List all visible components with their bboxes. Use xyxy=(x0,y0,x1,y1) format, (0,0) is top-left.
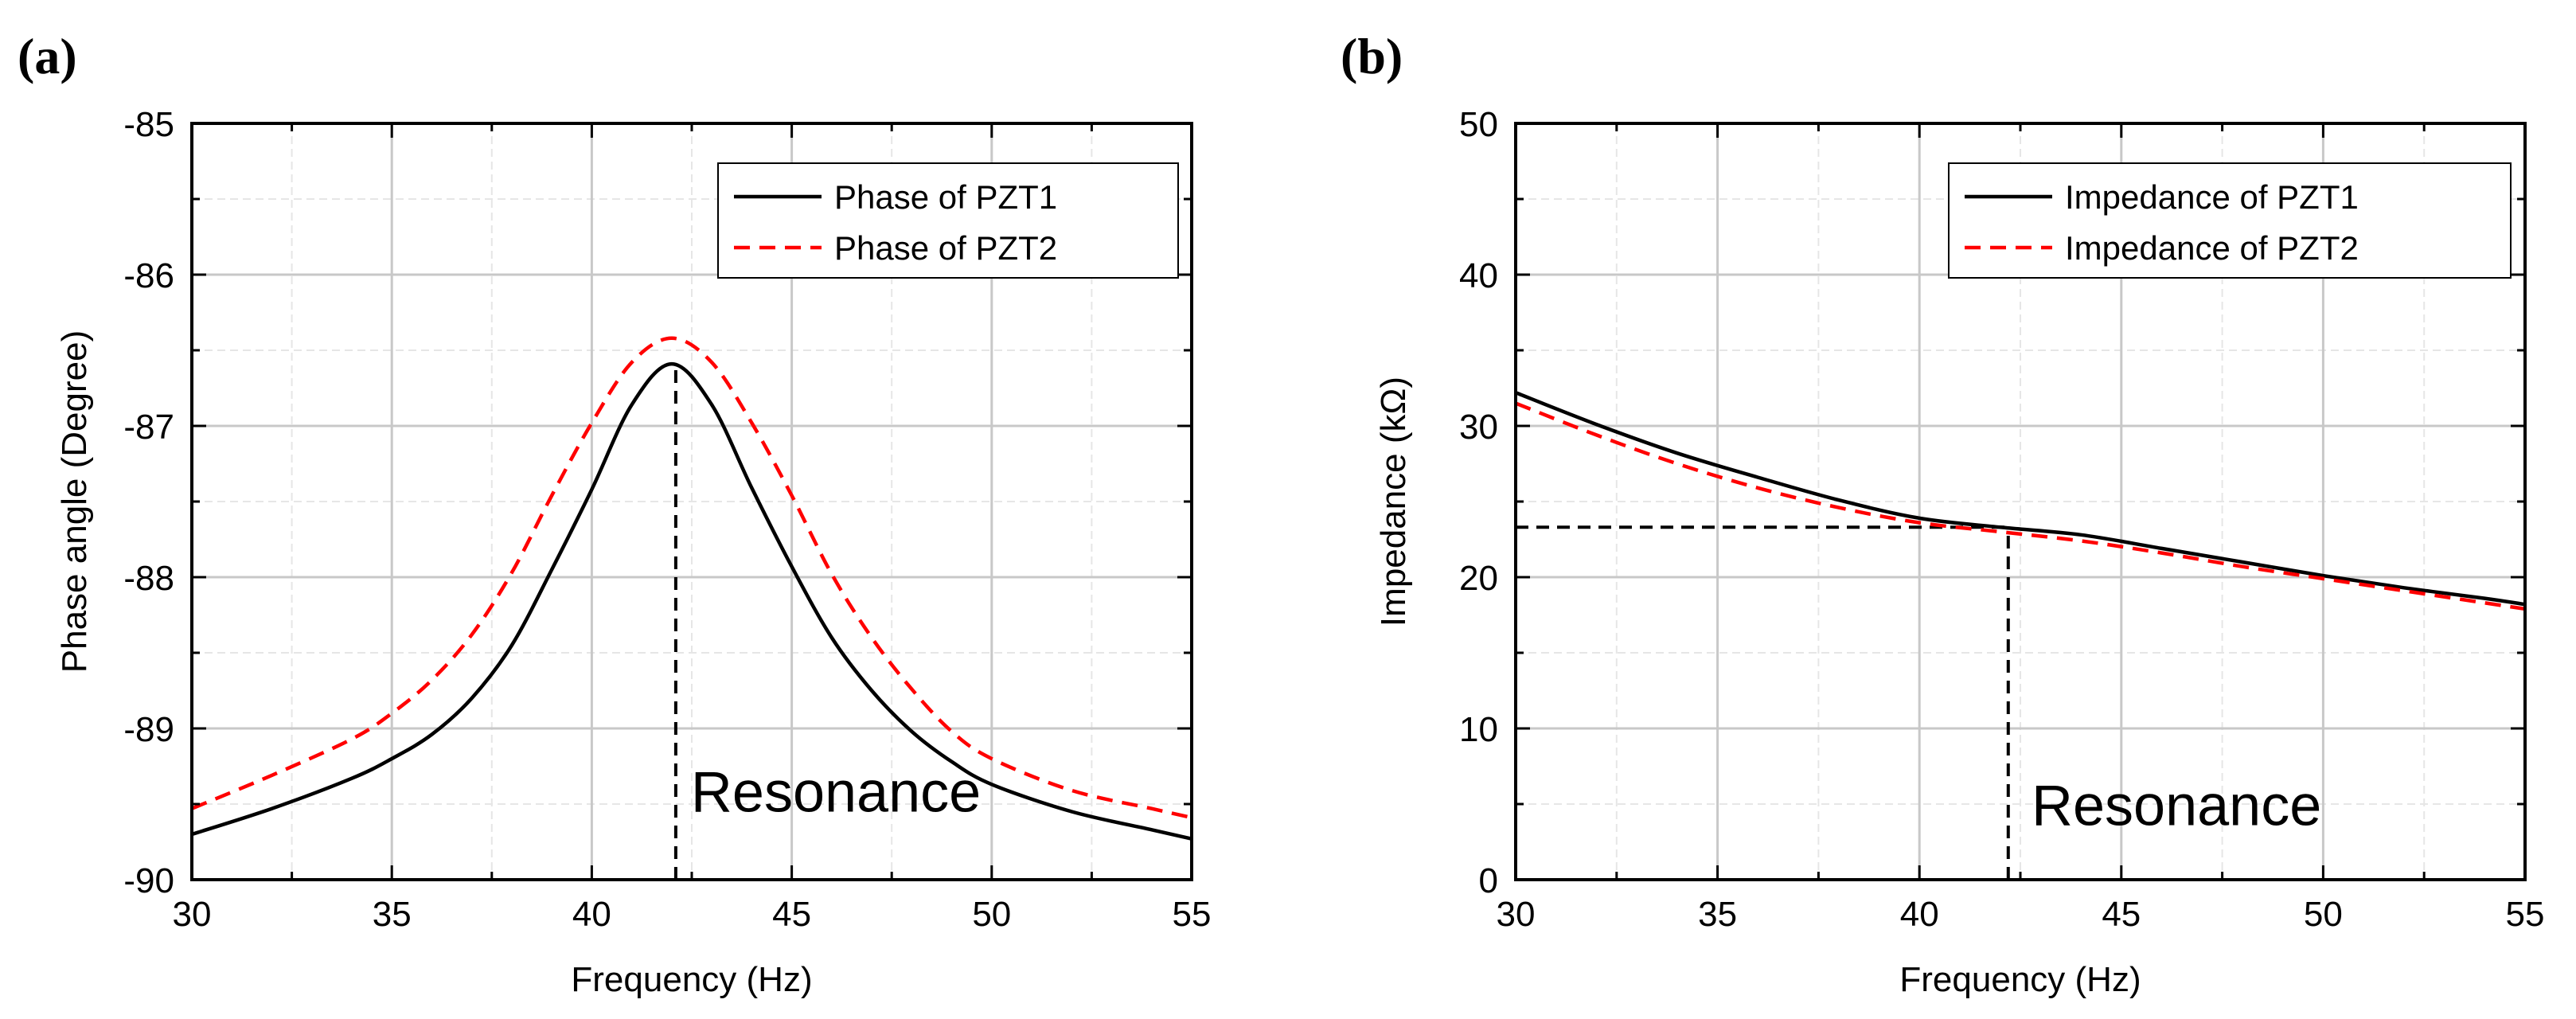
y-tick-label: 40 xyxy=(1459,256,1498,295)
legend-label: Impedance of PZT1 xyxy=(2065,178,2359,216)
x-tick-label: 40 xyxy=(572,895,611,934)
series-line-1 xyxy=(191,361,1192,841)
resonance-annotation: Resonance xyxy=(2032,775,2321,838)
y-tick-label: -86 xyxy=(123,256,174,295)
y-tick-label: 10 xyxy=(1459,710,1498,749)
y-tick-label: 30 xyxy=(1459,408,1498,447)
legend: Phase of PZT1 Phase of PZT2 xyxy=(717,162,1179,279)
y-tick-label: 20 xyxy=(1459,559,1498,598)
x-tick-label: 45 xyxy=(772,895,811,934)
y-tick-label: -90 xyxy=(123,861,174,900)
legend-label: Phase of PZT1 xyxy=(834,178,1057,216)
legend-label: Impedance of PZT2 xyxy=(2065,229,2359,267)
x-axis-title: Frequency (Hz) xyxy=(571,960,812,999)
resonance-annotation: Resonance xyxy=(691,761,981,825)
x-tick-label: 40 xyxy=(1900,895,1939,934)
y-axis-title: Impedance (kΩ) xyxy=(1374,377,1413,627)
x-tick-label: 30 xyxy=(1497,895,1536,934)
panel-label: (a) xyxy=(18,28,77,84)
x-tick-label: 55 xyxy=(1173,895,1212,934)
x-tick-label: 50 xyxy=(972,895,1011,934)
x-tick-label: 30 xyxy=(173,895,212,934)
x-tick-label: 35 xyxy=(1698,895,1737,934)
x-tick-label: 35 xyxy=(373,895,412,934)
chart-panel-a: (a) 30 35 40 45 50 55 -90 -89 -88 -87 -86 -85 Frequen… xyxy=(18,28,1211,999)
x-tick-label: 55 xyxy=(2506,895,2545,934)
chart-panel-b: (b) 30 35 40 45 50 55 0 10 20 30 40 50 Frequency (Hz)… xyxy=(1341,28,2544,999)
y-tick-label: 0 xyxy=(1479,861,1498,900)
x-tick-label: 50 xyxy=(2304,895,2343,934)
x-tick-label: 45 xyxy=(2102,895,2141,934)
legend-box xyxy=(1948,162,2512,279)
legend-label: Phase of PZT2 xyxy=(834,229,1057,267)
y-tick-label: -89 xyxy=(123,710,174,749)
x-axis-title: Frequency (Hz) xyxy=(1899,960,2141,999)
y-tick-label: -87 xyxy=(123,408,174,447)
y-tick-label: 50 xyxy=(1459,105,1498,144)
legend: Impedance of PZT1 Impedance of PZT2 xyxy=(1948,162,2512,279)
panel-label: (b) xyxy=(1341,28,1403,84)
y-axis-title: Phase angle (Degree) xyxy=(55,330,94,673)
series-line-2 xyxy=(191,336,1192,820)
y-tick-label: -85 xyxy=(123,105,174,144)
legend-box xyxy=(717,162,1179,279)
series-line-1 xyxy=(1515,391,2526,607)
y-tick-label: -88 xyxy=(123,559,174,598)
